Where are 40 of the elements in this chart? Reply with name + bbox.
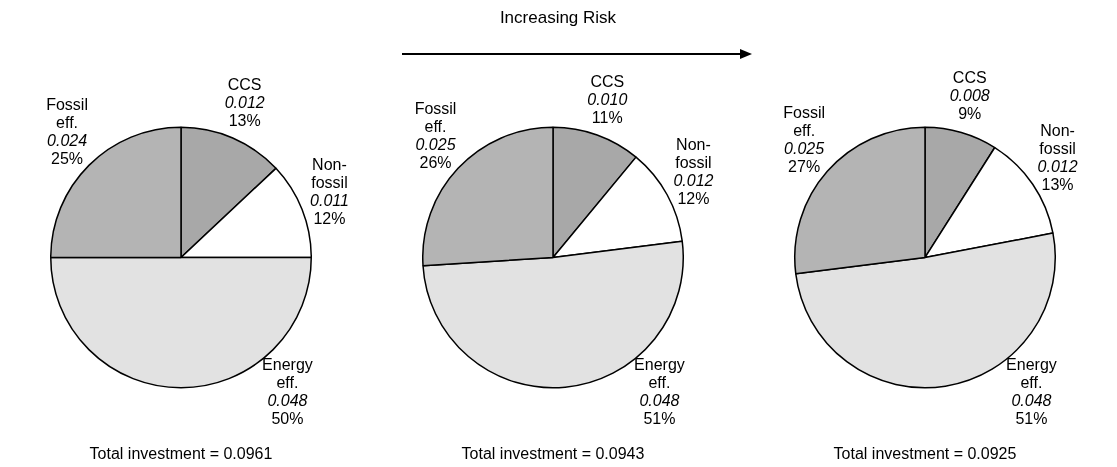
data-label: 9% xyxy=(958,105,982,123)
text: 0.012 xyxy=(1037,157,1078,175)
slice-label: Energy eff. xyxy=(634,355,685,391)
data-label: 27% xyxy=(788,158,821,176)
slice-label: Fossil eff. xyxy=(46,96,88,132)
text: 0.011 xyxy=(310,192,349,210)
data-label: 51% xyxy=(643,409,676,427)
data-label: 50% xyxy=(271,409,304,427)
slice-label: Non-fossil xyxy=(1039,121,1076,157)
text: 0.048 xyxy=(1011,391,1052,409)
text: Total investment = 0.0943 xyxy=(461,445,645,463)
slice-label: Fossil eff. xyxy=(783,104,826,140)
slice-label: Energy eff. xyxy=(1006,355,1057,391)
text: 0.048 xyxy=(267,391,308,409)
text: 0.012 xyxy=(224,94,265,112)
text: 0.010 xyxy=(587,90,628,108)
data-label: 26% xyxy=(419,154,452,172)
text: 0.008 xyxy=(949,87,990,105)
data-label: 25% xyxy=(51,150,84,168)
text: 0.024 xyxy=(47,132,88,150)
data-label: 12% xyxy=(313,210,346,228)
slice-label: Non-fossil xyxy=(675,136,712,171)
slice-label: CCS xyxy=(952,69,987,87)
data-label: 12% xyxy=(677,190,710,207)
chart-title: Increasing Risk xyxy=(499,8,617,28)
data-label: 13% xyxy=(1041,175,1074,193)
slice-label: CCS xyxy=(227,76,262,94)
data-label: 11% xyxy=(591,108,623,126)
slice-label: CCS xyxy=(590,72,625,90)
data-label: 51% xyxy=(1015,409,1048,427)
slice-label: Non-fossil xyxy=(311,156,348,192)
text: Total investment = 0.0925 xyxy=(833,445,1017,463)
text: 0.012 xyxy=(673,172,714,190)
text: 0.025 xyxy=(784,140,825,158)
slice-label: Fossil eff. xyxy=(414,100,457,136)
text: Total investment = 0.0961 xyxy=(89,445,273,463)
slice-label: Energy eff. xyxy=(262,355,313,391)
text: 0.048 xyxy=(639,391,680,409)
text: 0.025 xyxy=(415,136,456,154)
data-label: 13% xyxy=(228,112,261,130)
